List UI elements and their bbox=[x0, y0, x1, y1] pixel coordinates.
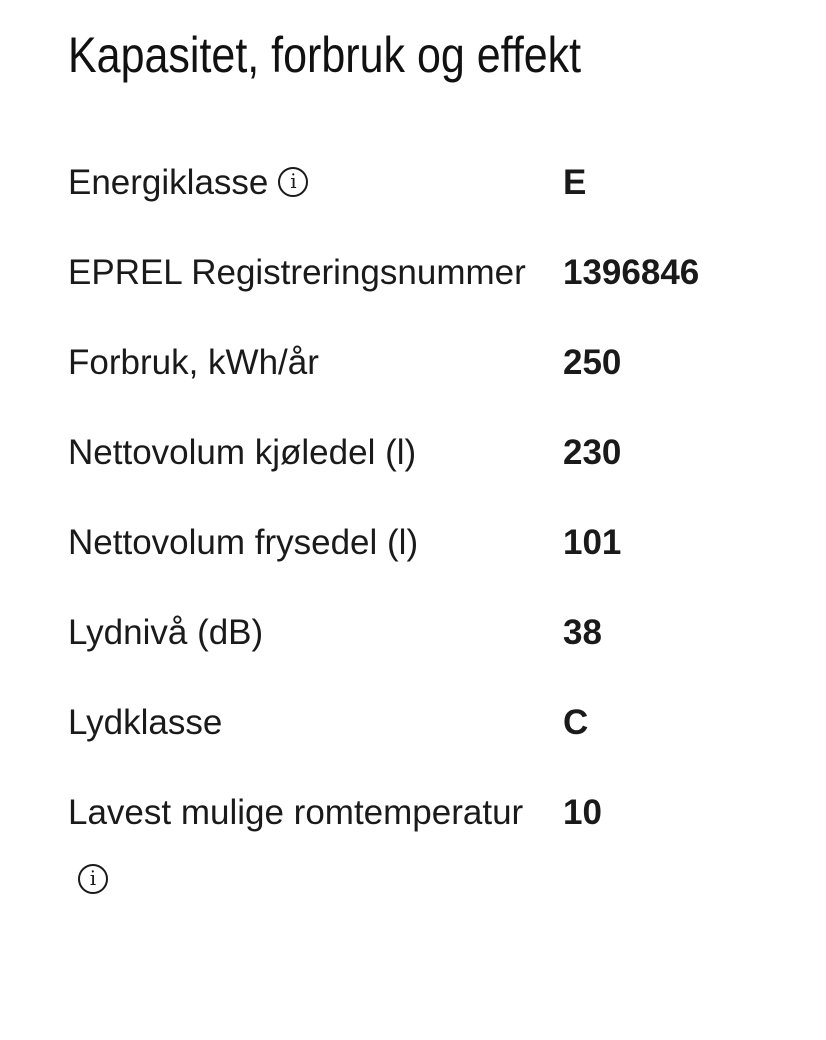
spec-label-text: Energiklasse bbox=[68, 163, 269, 202]
spec-value: 1396846 bbox=[563, 253, 700, 292]
spec-value: 101 bbox=[563, 523, 622, 562]
spec-value: C bbox=[563, 703, 589, 742]
spec-row-lydniva: Lydnivå (dB) 38 bbox=[68, 599, 768, 689]
section-title: Kapasitet, forbruk og effekt bbox=[68, 27, 582, 83]
spec-row-frysedel: Nettovolum frysedel (l) 101 bbox=[68, 509, 768, 599]
spec-label: Lydnivå (dB) bbox=[68, 613, 264, 652]
spec-row-energiklasse: Energiklasse i E bbox=[68, 149, 768, 239]
spec-label: Energiklasse i bbox=[68, 149, 538, 216]
spec-value: 250 bbox=[563, 343, 622, 382]
info-icon[interactable]: i bbox=[278, 166, 309, 197]
spec-value: 38 bbox=[563, 613, 602, 652]
spec-label: Nettovolum frysedel (l) bbox=[68, 523, 419, 562]
info-icon[interactable]: i bbox=[78, 863, 108, 894]
spec-label: Lavest mulige romtem­peratur i bbox=[68, 779, 538, 913]
spec-row-romtemperatur: Lavest mulige romtem­peratur i 10 bbox=[68, 779, 768, 936]
spec-label: Nettovolum kjøledel (l) bbox=[68, 433, 417, 472]
spec-row-lydklasse: Lydklasse C bbox=[68, 689, 768, 779]
spec-value: 10 bbox=[563, 793, 602, 832]
spec-label: Lydklasse bbox=[68, 703, 223, 742]
spec-row-eprel: EPREL Registreringsnummer 1396846 bbox=[68, 239, 768, 329]
spec-row-forbruk: Forbruk, kWh/år 250 bbox=[68, 329, 768, 419]
spec-row-kjoledel: Nettovolum kjøledel (l) 230 bbox=[68, 419, 768, 509]
spec-value: E bbox=[563, 163, 587, 202]
spec-label-text: Lavest mulige romtem­peratur bbox=[68, 793, 524, 832]
spec-value: 230 bbox=[563, 433, 622, 472]
spec-label: Forbruk, kWh/år bbox=[68, 343, 319, 382]
spec-table: Energiklasse i E EPREL Registreringsnumme… bbox=[68, 149, 768, 936]
spec-label: EPREL Registreringsnummer bbox=[68, 253, 526, 292]
